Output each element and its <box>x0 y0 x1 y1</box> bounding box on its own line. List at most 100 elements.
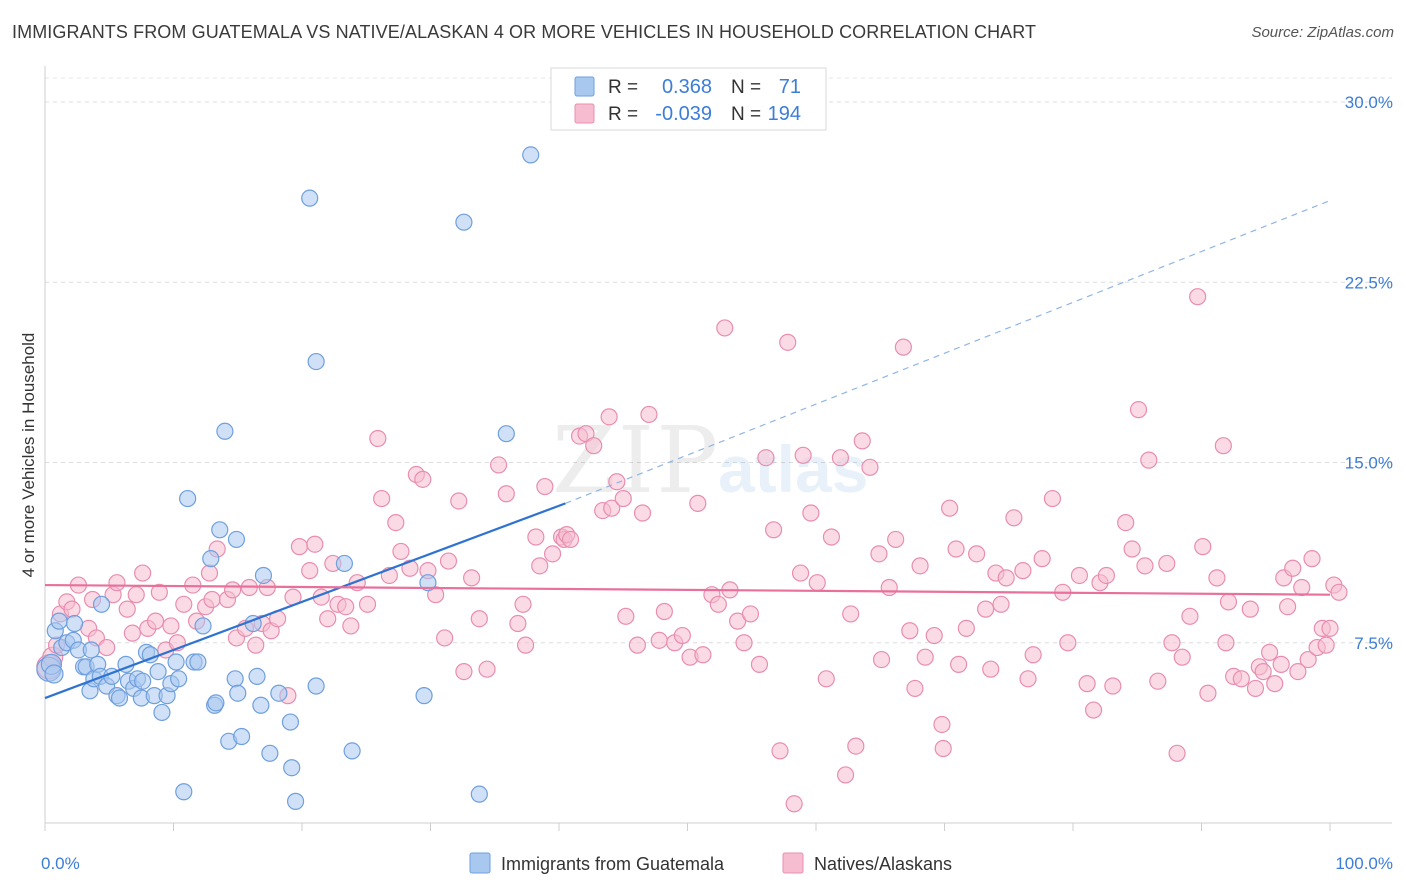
point-natives <box>791 564 810 582</box>
point-natives <box>1097 566 1116 585</box>
point-guatemala <box>202 550 220 568</box>
point-natives <box>543 545 562 563</box>
point-natives <box>1219 593 1238 611</box>
point-guatemala <box>497 425 515 443</box>
legend-item-guatemala-label: Immigrants from Guatemala <box>501 854 725 874</box>
point-guatemala <box>252 696 270 714</box>
point-guatemala <box>216 422 234 440</box>
point-natives <box>514 595 532 613</box>
x-tick-label: 100.0% <box>1335 854 1393 873</box>
point-natives <box>536 477 554 496</box>
point-natives <box>439 552 458 570</box>
point-natives <box>614 489 632 508</box>
point-natives <box>247 636 265 654</box>
point-natives <box>992 595 1010 613</box>
point-guatemala <box>50 612 68 630</box>
point-natives <box>1117 513 1135 532</box>
stats-r-label: R = <box>608 77 638 98</box>
point-guatemala <box>455 213 473 231</box>
point-natives <box>1078 675 1096 693</box>
point-natives <box>1005 509 1023 527</box>
point-natives <box>1261 643 1279 661</box>
watermark: atlas <box>718 432 868 506</box>
point-natives <box>779 333 797 351</box>
point-natives <box>729 612 747 630</box>
point-natives <box>716 319 734 337</box>
points-immigrants-guatemala <box>36 146 540 810</box>
point-natives <box>509 614 527 633</box>
point-natives <box>853 432 871 450</box>
point-natives <box>224 581 242 599</box>
point-natives <box>1033 550 1051 568</box>
point-natives <box>358 595 377 613</box>
point-natives <box>817 670 835 688</box>
point-natives <box>785 795 803 813</box>
point-natives <box>427 586 445 604</box>
point-natives <box>1043 489 1062 508</box>
point-natives <box>392 542 410 561</box>
point-natives <box>436 629 454 647</box>
x-tick-label: 0.0% <box>41 854 80 873</box>
point-guatemala <box>415 687 433 705</box>
point-natives <box>1241 600 1259 618</box>
point-natives <box>617 607 635 625</box>
point-natives <box>822 528 841 546</box>
point-guatemala <box>149 662 167 681</box>
point-natives <box>301 562 319 580</box>
point-natives <box>741 605 760 623</box>
point-natives <box>1293 578 1311 597</box>
point-natives <box>1059 634 1077 652</box>
point-guatemala <box>307 352 325 371</box>
point-natives <box>1289 662 1307 681</box>
point-natives <box>1129 401 1148 419</box>
watermark: ZIP <box>552 407 720 514</box>
point-natives <box>847 737 865 755</box>
axis-layer: 7.5% 15.0% 22.5% 30.0% 0.0% 100.0% 4 or more V… <box>19 66 1393 873</box>
point-guatemala <box>270 684 288 702</box>
point-natives <box>470 610 488 628</box>
stats-box-frame <box>550 67 827 131</box>
point-natives <box>387 513 405 532</box>
point-guatemala <box>194 617 212 635</box>
point-natives <box>831 449 850 467</box>
point-natives <box>1214 437 1232 455</box>
point-guatemala <box>301 189 319 207</box>
point-guatemala <box>175 783 193 801</box>
point-natives <box>1173 648 1191 666</box>
point-natives <box>709 595 727 613</box>
point-natives <box>1278 598 1297 616</box>
point-natives <box>757 449 775 467</box>
point-natives <box>1194 538 1212 556</box>
point-guatemala <box>254 566 273 585</box>
y-axis-label: 4 or more Vehicles in Household <box>19 333 38 578</box>
point-natives <box>373 489 391 508</box>
point-natives <box>1266 675 1284 693</box>
point-natives <box>872 650 891 669</box>
point-guatemala <box>110 689 129 707</box>
point-guatemala <box>167 653 185 671</box>
point-guatemala <box>211 521 229 539</box>
chart-source: Source: ZipAtlas.com <box>1251 24 1394 41</box>
point-natives <box>203 590 221 609</box>
point-natives <box>337 598 355 616</box>
point-natives <box>1199 684 1217 702</box>
point-natives <box>531 557 549 575</box>
stats-n-label: N = <box>731 104 761 125</box>
point-natives <box>146 612 165 630</box>
point-natives <box>950 655 968 673</box>
point-natives <box>608 473 626 491</box>
point-natives <box>1136 557 1154 575</box>
point-natives <box>450 492 468 510</box>
point-natives <box>735 634 753 652</box>
point-natives <box>585 437 603 455</box>
point-natives <box>633 504 652 522</box>
point-natives <box>808 574 826 592</box>
point-natives <box>1321 619 1339 637</box>
point-natives <box>1217 634 1235 652</box>
point-natives <box>1189 288 1207 306</box>
y-tick-label: 7.5% <box>1354 634 1393 653</box>
point-natives <box>561 530 580 549</box>
point-natives <box>802 504 820 522</box>
point-guatemala <box>343 742 361 760</box>
